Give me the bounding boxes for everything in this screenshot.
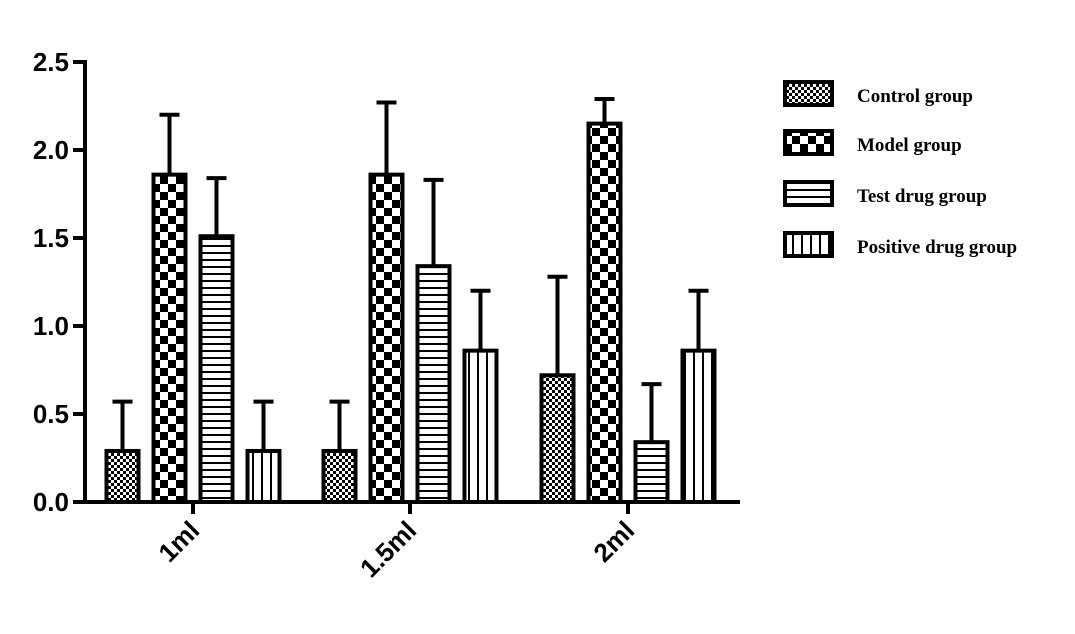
y-tick-label: 2.5 xyxy=(33,47,69,77)
bar xyxy=(151,172,188,504)
legend-label: Positive drug group xyxy=(857,237,1017,258)
legend-swatch xyxy=(783,80,834,107)
bar xyxy=(368,172,405,504)
bar xyxy=(198,234,235,505)
bar xyxy=(633,440,670,505)
y-tick-label: 0.5 xyxy=(33,399,69,429)
y-tick-label: 1.5 xyxy=(33,223,69,253)
legend-swatch xyxy=(783,180,834,207)
y-tick-label: 1.0 xyxy=(33,311,69,341)
x-tick-label: 1.5ml xyxy=(354,515,422,583)
legend-label: Control group xyxy=(857,86,973,107)
bar xyxy=(680,348,717,505)
bar xyxy=(586,121,623,504)
legend-swatch xyxy=(783,129,834,156)
bar xyxy=(539,373,576,504)
bar xyxy=(462,348,499,505)
x-tick-label: 2ml xyxy=(587,515,640,568)
legend-label: Model group xyxy=(857,135,962,156)
bar xyxy=(415,264,452,504)
legend-swatch xyxy=(783,231,834,258)
bar xyxy=(321,448,358,504)
legend-label: Test drug group xyxy=(857,186,987,207)
bar xyxy=(245,448,282,504)
y-tick-label: 0.0 xyxy=(33,487,69,517)
y-tick-label: 2.0 xyxy=(33,135,69,165)
x-tick-label: 1ml xyxy=(152,515,205,568)
bar xyxy=(104,448,141,504)
